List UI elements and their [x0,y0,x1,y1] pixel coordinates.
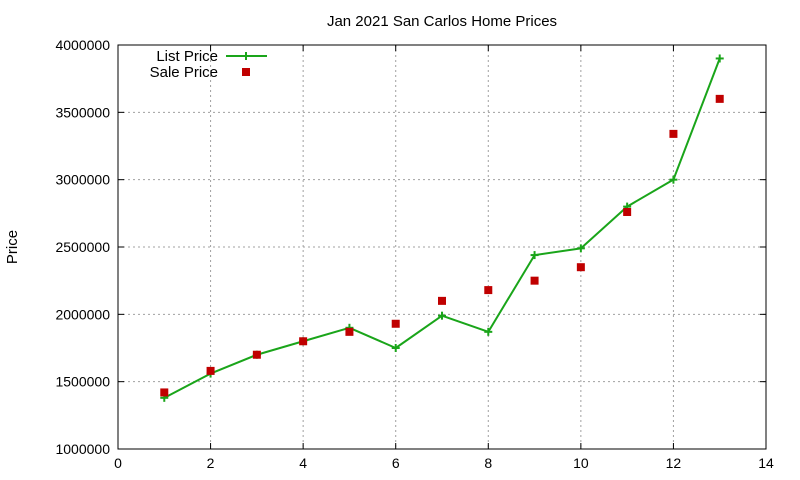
legend-plus-swatch [242,52,250,60]
y-tick-label: 2000000 [55,306,110,322]
y-tick-label: 1500000 [55,374,110,390]
sale-price-point [345,327,354,336]
y-axis-label: Price [4,230,21,264]
y-tick-label: 3000000 [55,172,110,188]
y-tick-label: 3500000 [55,104,110,120]
chart-title: Jan 2021 San Carlos Home Prices [327,13,557,30]
sale-price-point [530,276,539,285]
sale-price-point [438,296,446,305]
list-price-point [576,244,585,253]
x-tick-label: 10 [573,455,589,471]
x-tick-label: 6 [392,455,400,471]
x-tick-label: 4 [299,455,307,471]
y-tick-label: 2500000 [55,239,110,255]
legend-label: List Price [156,48,218,65]
y-tick-label: 4000000 [55,37,110,53]
grid [118,45,766,449]
x-tick-label: 2 [207,455,215,471]
list-price-point [530,251,539,260]
list-price-point [391,344,400,352]
axis-ticks: 0 2 4 6 8 10 12 14 1000000 1500000 2000000 2500000 3… [55,37,774,471]
sale-price-point [669,129,678,138]
legend-label: Sale Price [150,64,218,81]
sale-price-point [715,94,724,103]
sale-price-point [576,263,585,272]
sale-price-point [299,337,308,346]
series-list-price [160,54,724,402]
sale-price-point [206,366,215,375]
x-tick-label: 12 [666,455,682,471]
list-price-line [163,58,721,399]
legend-square-swatch [242,68,250,76]
y-tick-label: 1000000 [55,441,110,457]
sale-price-point [484,286,493,295]
list-price-point [438,311,446,320]
list-price-point [715,54,724,63]
legend-entry-sale-price: Sale Price [150,64,250,81]
sale-price-point [391,319,400,328]
series [160,54,724,402]
sale-price-point [160,388,169,397]
legend-entry-list-price: List Price [156,48,267,65]
sale-price-point [623,207,632,216]
list-price-point [669,175,678,184]
list-price-point [484,327,493,336]
x-tick-label: 8 [484,455,492,471]
x-tick-label: 0 [114,455,122,471]
sale-price-point [252,350,261,359]
series-sale-price [160,94,724,397]
x-tick-label: 14 [758,455,774,471]
